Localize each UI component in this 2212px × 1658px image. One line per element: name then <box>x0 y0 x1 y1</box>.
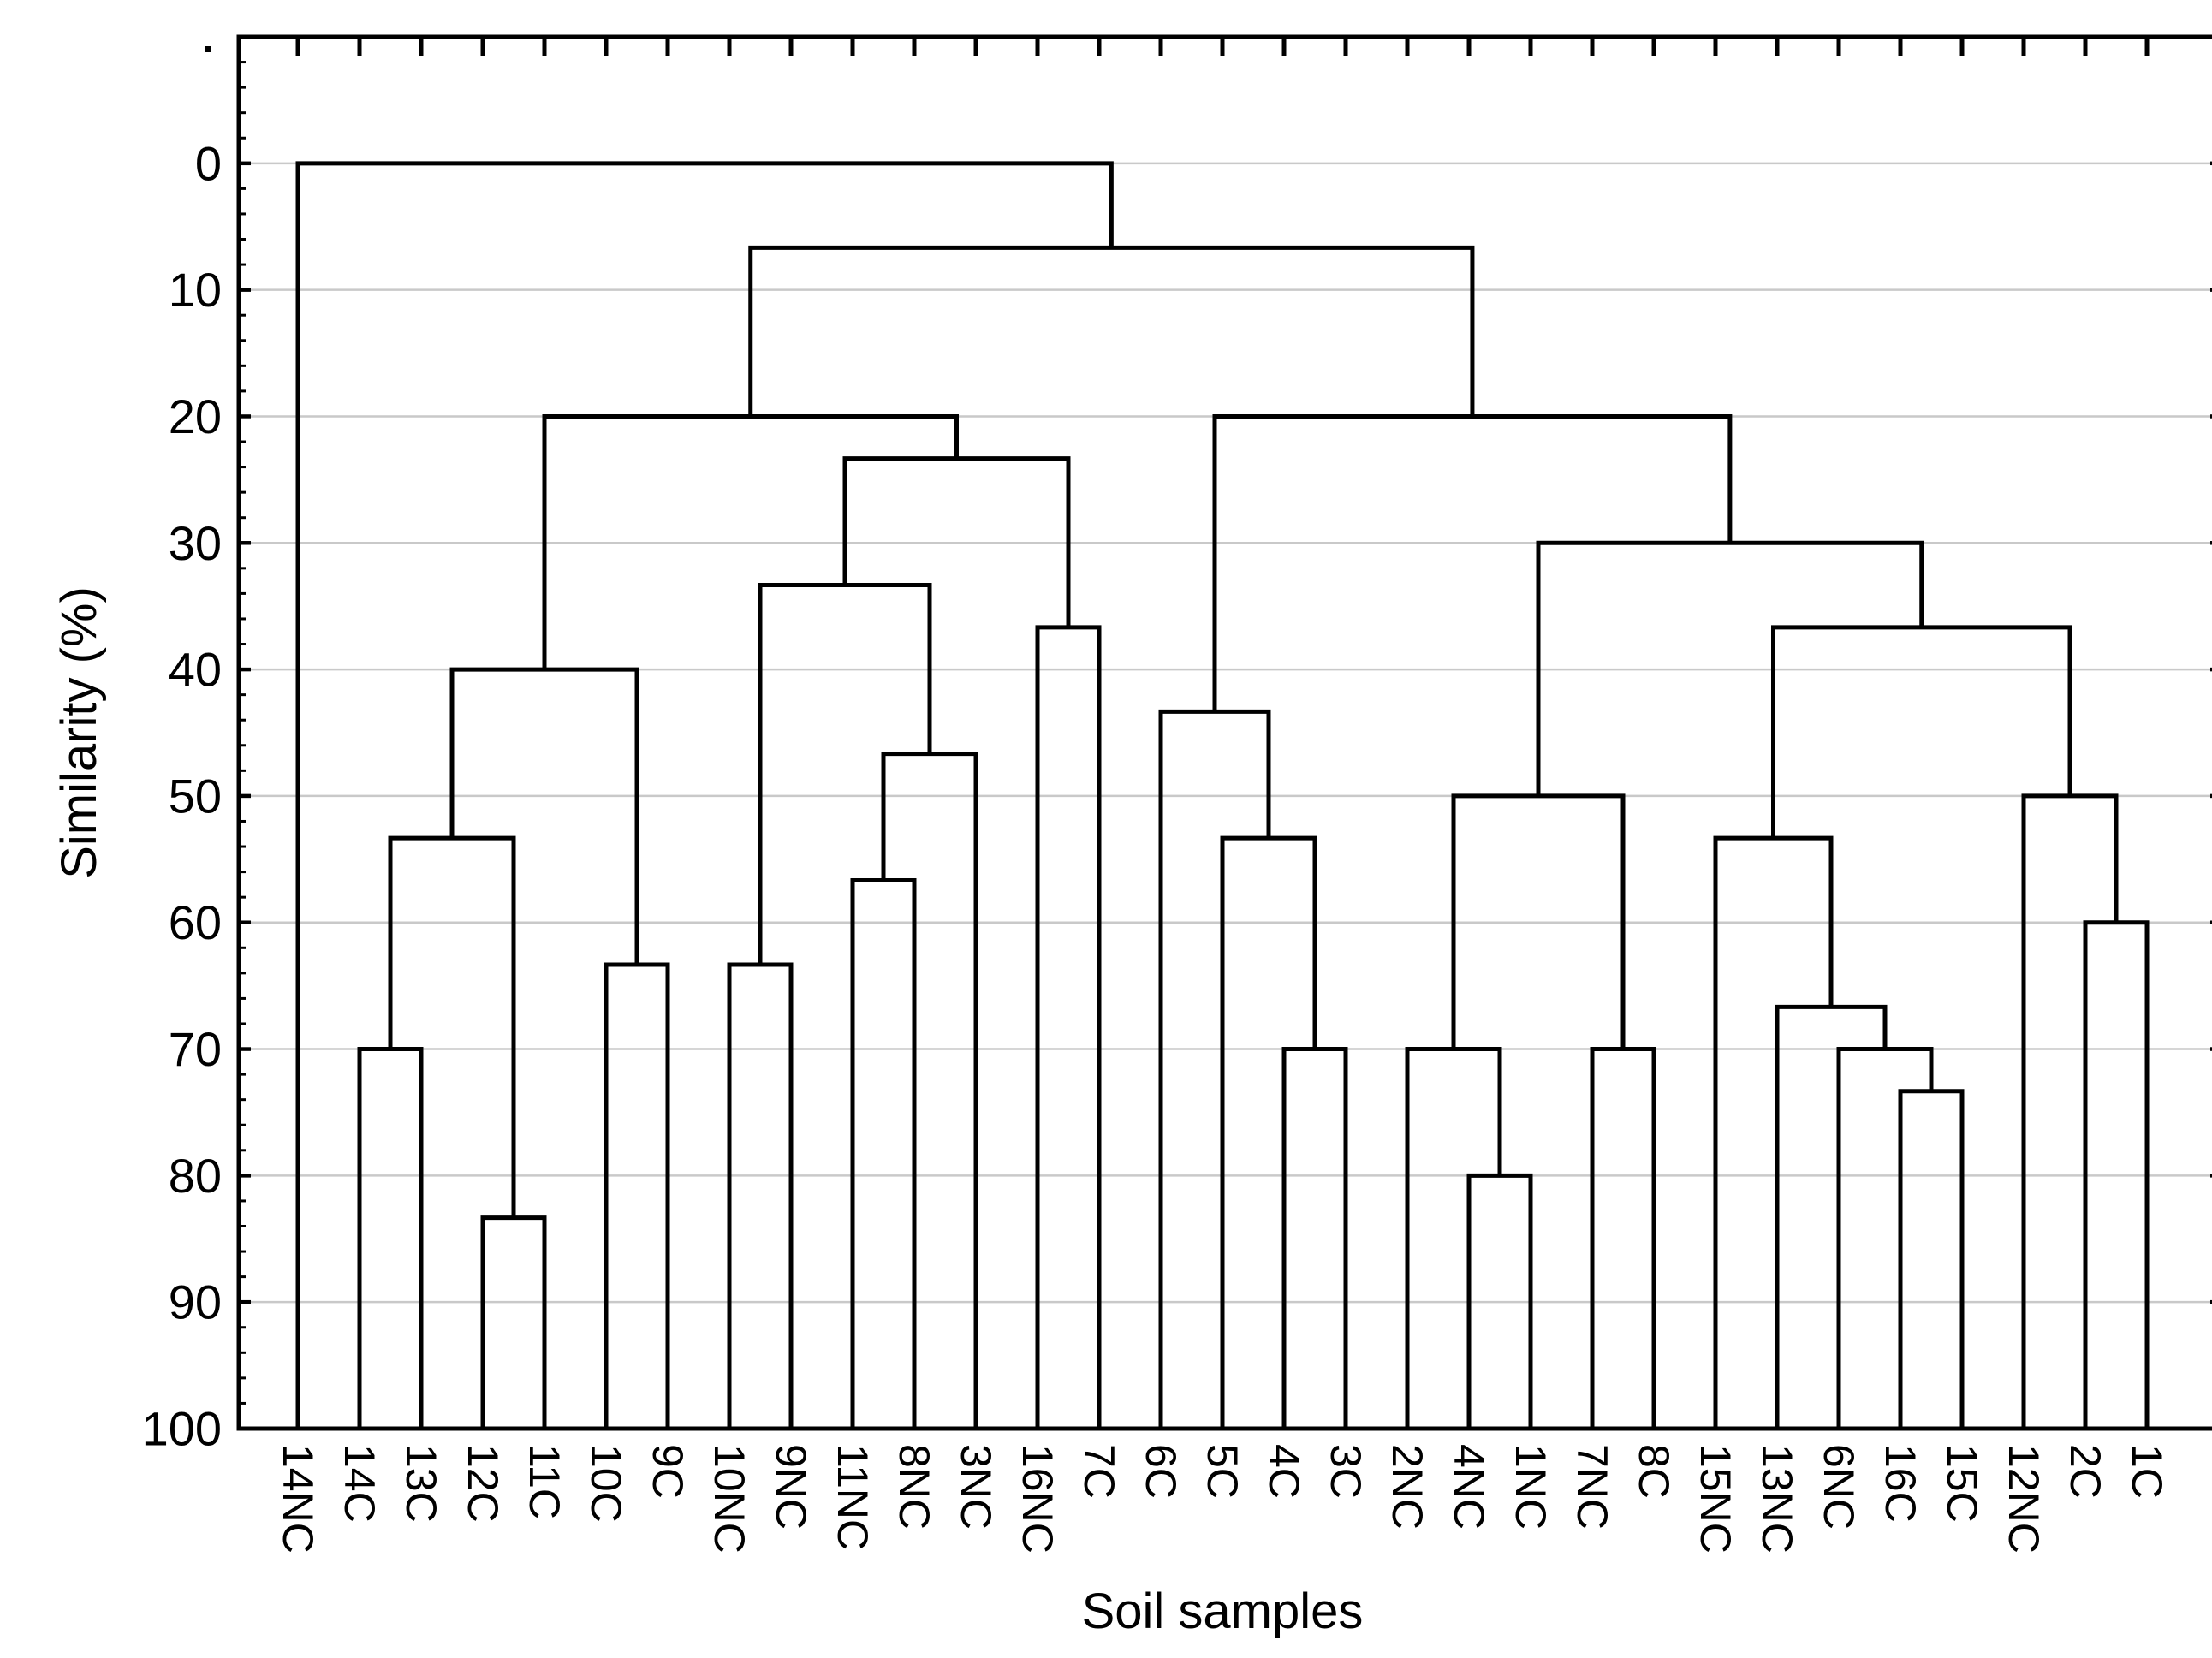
ytick-label-0: 0 <box>195 136 222 190</box>
merge-link-h70 <box>357 1047 424 1429</box>
ytick-label-10: 10 <box>169 263 222 317</box>
leaf-label-10C: 10C <box>582 1444 630 1523</box>
merge-link-h83.33 <box>480 1215 547 1429</box>
leaf-label-11C: 11C <box>520 1444 568 1519</box>
leaf-label-10NC: 10NC <box>705 1444 753 1554</box>
merge-link-h53.33 <box>388 835 516 1218</box>
plot-border <box>236 34 2212 1431</box>
leaf-label-12NC: 12NC <box>2000 1444 2048 1554</box>
leaf-label-12C: 12C <box>459 1444 507 1523</box>
dendrogram-tree-layer <box>295 161 2150 1429</box>
ytick-label-40: 40 <box>169 643 222 697</box>
merge-link-h53.33 <box>1220 835 1317 1429</box>
merge-link-h6.67 <box>748 245 1475 417</box>
dendrogram-svg: 0 10 20 30 40 50 60 70 80 90 100 14NC 14C 13C 12C 11C 10… <box>51 34 2212 1639</box>
merge-link-h63.33 <box>604 962 670 1429</box>
merge-link-h33.33 <box>758 582 932 965</box>
leaf-label-6NC: 6NC <box>1815 1444 1863 1530</box>
leaf-label-15C: 15C <box>1938 1444 1986 1523</box>
merge-link-h53.33 <box>1713 835 1834 1429</box>
merge-link-h70 <box>1836 1047 1934 1429</box>
merge-link-h66.67 <box>1775 1004 1888 1429</box>
leaf-label-1C: 1C <box>2123 1444 2171 1499</box>
leaf-label-15NC: 15NC <box>1692 1444 1739 1554</box>
ytick-label-70: 70 <box>169 1022 222 1076</box>
leaf-label-2NC: 2NC <box>1383 1444 1431 1530</box>
leaf-label-11NC: 11NC <box>829 1444 877 1550</box>
ytick-label-90: 90 <box>169 1275 222 1329</box>
ytick-label-50: 50 <box>169 769 222 823</box>
merge-link-h63.33 <box>727 962 794 1429</box>
merge-link-h36.67 <box>1035 625 1102 1429</box>
leaf-label-8NC: 8NC <box>890 1444 938 1530</box>
merge-link-h70 <box>1590 1047 1656 1429</box>
ytick-label-30: 30 <box>169 516 222 570</box>
merge-link-h46.67 <box>881 752 978 1429</box>
ytick-label-80: 80 <box>169 1149 222 1203</box>
ytick-label-20: 20 <box>169 389 222 443</box>
merge-link-h20 <box>1212 413 1733 712</box>
leaf-label-3C: 3C <box>1322 1444 1370 1499</box>
merge-link-h70 <box>1281 1047 1348 1429</box>
leaf-label-16C: 16C <box>1876 1444 1924 1523</box>
leaf-label-7C: 7C <box>1075 1444 1123 1499</box>
leaf-label-14NC: 14NC <box>274 1444 322 1554</box>
leaf-label-1NC: 1NC <box>1507 1444 1555 1530</box>
leaf-label-4C: 4C <box>1260 1444 1308 1499</box>
leaf-label-4NC: 4NC <box>1445 1444 1493 1530</box>
y-axis-title: Similarity (%) <box>51 586 107 879</box>
ytick-label-100: 100 <box>142 1402 222 1456</box>
ytick-label-60: 60 <box>169 895 222 949</box>
dendrogram-figure: 0 10 20 30 40 50 60 70 80 90 100 14NC 14C 13C 12C 11C 10… <box>34 14 2212 1654</box>
merge-link-h43.33 <box>1158 709 1271 1429</box>
leaf-label-6C: 6C <box>1137 1444 1185 1499</box>
leaf-label-3NC: 3NC <box>952 1444 1000 1530</box>
ticks-layer <box>239 35 2212 1431</box>
tick-labels-layer: 0 10 20 30 40 50 60 70 80 90 100 14NC 14C 13C 12C 11C 10… <box>142 136 2171 1554</box>
leaf-label-9NC: 9NC <box>767 1444 815 1530</box>
merge-link-h0 <box>295 161 1114 1429</box>
stray-dot-artifact <box>205 46 211 52</box>
merge-link-h70 <box>1405 1047 1502 1429</box>
merge-link-h73.33 <box>1898 1089 1965 1429</box>
leaf-label-2C: 2C <box>2061 1444 2109 1499</box>
leaf-label-7NC: 7NC <box>1568 1444 1616 1530</box>
merge-link-h56.67 <box>850 878 917 1429</box>
leaf-label-14C: 14C <box>336 1444 384 1523</box>
leaf-label-13C: 13C <box>397 1444 445 1523</box>
leaf-label-16NC: 16NC <box>1014 1444 1061 1554</box>
leaf-label-8C: 8C <box>1630 1444 1678 1499</box>
leaf-label-13NC: 13NC <box>1753 1444 1801 1554</box>
plot-frame-layer <box>236 34 2212 1431</box>
leaf-label-5C: 5C <box>1198 1444 1246 1499</box>
merge-link-h50 <box>2021 793 2119 1429</box>
x-axis-title: Soil samples <box>1082 1584 1364 1639</box>
gridlines-layer <box>241 162 2212 1304</box>
leaf-label-9C: 9C <box>644 1444 692 1499</box>
merge-link-h40 <box>449 667 639 965</box>
